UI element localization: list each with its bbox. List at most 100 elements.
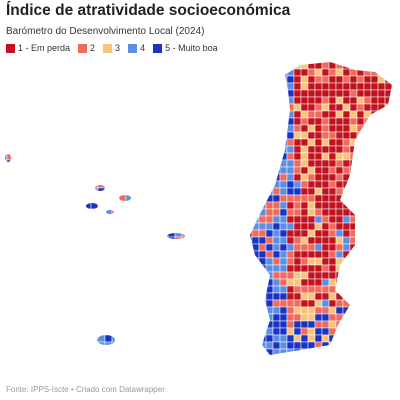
- municipality: [272, 152, 281, 161]
- municipality: [384, 292, 392, 301]
- municipality: [223, 103, 232, 112]
- municipality: [195, 320, 204, 329]
- municipality: [195, 103, 204, 112]
- municipality: [13, 278, 22, 287]
- municipality: [55, 201, 64, 210]
- municipality: [377, 159, 386, 168]
- municipality: [41, 138, 50, 147]
- municipality: [328, 166, 337, 175]
- municipality: [377, 201, 386, 210]
- municipality: [90, 313, 99, 322]
- municipality: [307, 229, 316, 238]
- municipality: [349, 320, 358, 329]
- municipality: [223, 110, 232, 119]
- municipality: [286, 278, 295, 287]
- legend-swatch: [153, 43, 163, 53]
- municipality: [181, 75, 190, 84]
- municipality: [133, 356, 140, 363]
- municipality: [153, 75, 162, 84]
- municipality: [174, 313, 183, 322]
- municipality: [181, 341, 190, 350]
- municipality: [209, 236, 218, 245]
- municipality: [300, 82, 309, 91]
- municipality: [363, 285, 372, 294]
- municipality: [384, 75, 392, 84]
- municipality: [244, 236, 253, 245]
- municipality: [251, 152, 260, 161]
- municipality: [370, 117, 379, 126]
- municipality: [111, 348, 120, 355]
- municipality: [5, 250, 8, 259]
- municipality: [97, 68, 106, 77]
- municipality: [146, 334, 155, 343]
- municipality: [34, 159, 43, 168]
- municipality: [6, 299, 15, 308]
- municipality: [48, 110, 57, 119]
- municipality: [181, 194, 190, 203]
- municipality: [258, 320, 267, 329]
- municipality: [5, 208, 8, 217]
- municipality: [342, 320, 351, 329]
- municipality: [335, 201, 344, 210]
- municipality: [293, 173, 302, 182]
- municipality: [237, 194, 246, 203]
- municipality: [377, 110, 386, 119]
- municipality: [34, 299, 43, 308]
- municipality: [328, 131, 337, 140]
- municipality: [342, 89, 351, 98]
- municipality: [55, 110, 64, 119]
- municipality: [384, 278, 392, 287]
- municipality: [258, 152, 267, 161]
- municipality: [34, 334, 43, 343]
- municipality: [181, 215, 190, 224]
- municipality: [328, 62, 337, 70]
- municipality: [301, 356, 308, 363]
- municipality: [139, 124, 148, 133]
- municipality: [321, 222, 330, 231]
- municipality: [244, 62, 253, 63]
- municipality: [328, 271, 337, 280]
- municipality: [55, 117, 64, 126]
- municipality: [111, 89, 120, 98]
- municipality: [391, 285, 392, 294]
- municipality: [307, 201, 316, 210]
- municipality: [237, 173, 246, 182]
- municipality: [132, 138, 141, 147]
- municipality: [5, 222, 8, 231]
- municipality: [272, 313, 281, 322]
- municipality: [209, 187, 218, 196]
- municipality: [203, 356, 210, 363]
- municipality: [195, 194, 204, 203]
- municipality: [174, 320, 183, 329]
- municipality: [125, 264, 134, 273]
- municipality: [237, 62, 246, 63]
- municipality: [321, 278, 330, 287]
- municipality: [20, 208, 29, 217]
- municipality: [244, 166, 253, 175]
- municipality: [13, 173, 22, 182]
- municipality: [391, 159, 392, 168]
- municipality: [265, 208, 274, 217]
- municipality: [188, 180, 197, 189]
- municipality: [342, 292, 351, 301]
- municipality: [62, 222, 71, 231]
- legend-label: 5 - Muito boa: [165, 43, 218, 53]
- municipality: [279, 187, 288, 196]
- municipality: [139, 103, 148, 112]
- municipality: [342, 62, 351, 63]
- municipality: [307, 222, 316, 231]
- municipality: [111, 194, 120, 203]
- municipality: [370, 208, 379, 217]
- municipality: [195, 264, 204, 273]
- municipality: [314, 264, 323, 273]
- municipality: [147, 356, 154, 363]
- municipality: [160, 89, 169, 98]
- municipality: [132, 292, 141, 301]
- municipality: [335, 264, 344, 273]
- municipality: [258, 208, 267, 217]
- municipality: [174, 131, 183, 140]
- municipality: [321, 327, 330, 336]
- municipality: [97, 62, 106, 63]
- municipality: [69, 68, 78, 77]
- municipality: [146, 62, 155, 70]
